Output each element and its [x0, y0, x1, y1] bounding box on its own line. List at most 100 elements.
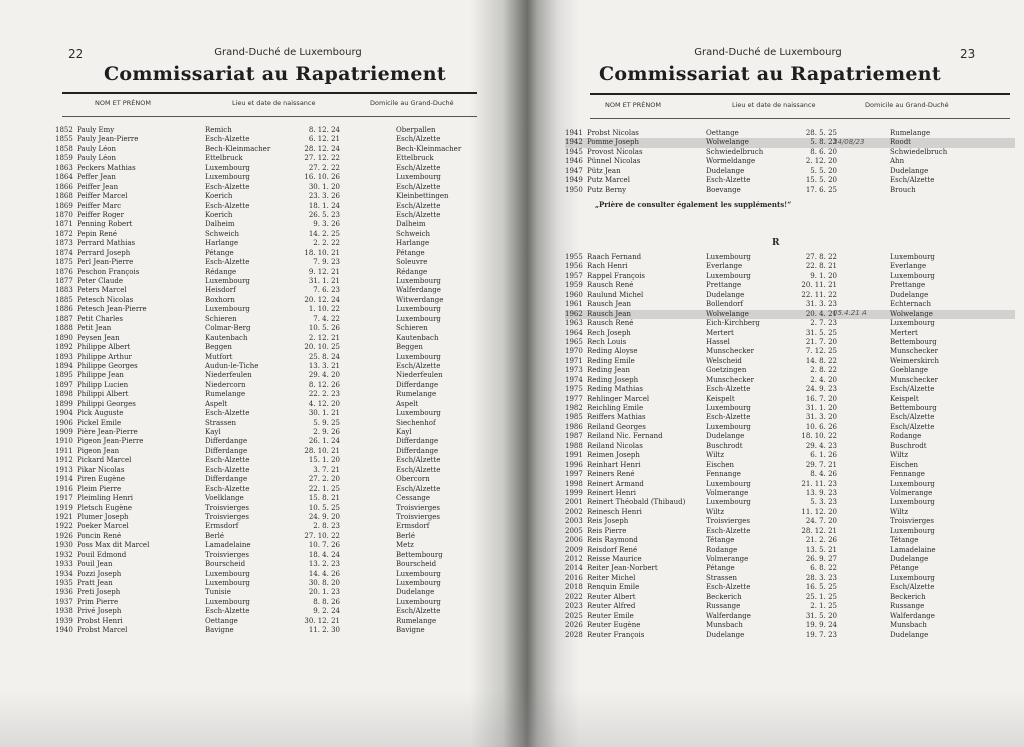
table-row: 1986 Reiland Georges Luxembourg 10. 6. 26 Es… — [565, 423, 1015, 432]
domicile: Beggen — [396, 343, 423, 352]
birth-date: 13. 5. 21 — [805, 545, 837, 554]
birth-place: Wiltz — [706, 507, 725, 516]
birth-date: 24. 9. 23 — [805, 385, 837, 394]
birth-date: 8. 6. 20 — [810, 147, 837, 156]
person-name: Philippi Albert — [77, 390, 129, 399]
table-row: 1869 Peiffer Marc Esch-Alzette 18. 1. 24 Esc… — [55, 202, 495, 211]
entry-number: 1890 — [55, 333, 73, 342]
domicile: Roodt — [890, 138, 911, 147]
domicile: Pétange — [396, 248, 425, 257]
table-row: 1947 Pütz Jean Dudelange 5. 5. 20 Dudelange — [565, 167, 1015, 176]
person-name: Pletsch Eugène — [77, 503, 133, 512]
table-row: 2012 Reisse Maurice Volmerange 26. 9. 27 Dud… — [565, 555, 1015, 564]
birth-place: Schweich — [205, 229, 240, 238]
table-row: 1937 Prim Pierre Luxembourg 8. 8. 26 Luxembo… — [55, 598, 495, 607]
birth-place: Aspelt — [205, 399, 228, 408]
entry-number: 1858 — [55, 144, 73, 153]
entry-number: 1885 — [55, 295, 73, 304]
domicile: Prettange — [890, 281, 926, 290]
table-row: 1858 Pauly Léon Bech-Kleinmacher 28. 12. 24… — [55, 145, 495, 154]
birth-date: 31. 5. 25 — [805, 328, 837, 337]
birth-date: 10. 6. 26 — [805, 422, 837, 431]
domicile: Troisvierges — [396, 503, 440, 512]
right-page: 23 Grand-Duché de Luxembourg Commissaria… — [540, 0, 1024, 747]
entry-number: 1941 — [565, 129, 583, 137]
table-row: 1876 Peschon François Rédange 9. 12. 21 Réda… — [55, 268, 495, 277]
person-name: Reiter Jean-Norbert — [587, 564, 658, 573]
domicile: Russange — [890, 602, 925, 611]
birth-place: Koerich — [205, 210, 233, 219]
domicile: Schieren — [396, 324, 428, 333]
birth-date: 20. 4. 21 — [805, 309, 837, 318]
table-row: 1899 Philippi Georges Aspelt 4. 12. 20 Aspel… — [55, 400, 495, 409]
birth-date: 27. 2. 22 — [308, 163, 340, 172]
birth-date: 2. 9. 26 — [313, 428, 340, 436]
birth-date: 14. 4. 26 — [308, 569, 340, 578]
section-letter: R — [772, 238, 780, 248]
entry-number: 1864 — [55, 173, 73, 182]
birth-place: Esch-Alzette — [205, 607, 250, 616]
table-row: 1888 Petit Jean Colmar-Berg 10. 5. 26 Schier… — [55, 324, 495, 333]
entry-number: 1913 — [55, 465, 73, 474]
table-row: 1963 Rausch René Eich-Kirchberg 2. 7. 23 Lux… — [565, 319, 1015, 328]
birth-date: 22. 1. 25 — [308, 484, 340, 493]
entry-number: 1962 — [565, 309, 583, 318]
domicile: Kayl — [396, 428, 412, 436]
person-name: Peiffer Roger — [77, 210, 124, 219]
domicile: Luxembourg — [890, 319, 935, 328]
table-row: 1852 Pauly Emy Remich 8. 12. 24 Oberpallen — [55, 126, 495, 135]
birth-date: 20. 1. 23 — [308, 588, 340, 597]
entry-number: 1914 — [55, 475, 73, 484]
column-header-domicile: Domicile au Grand-Duché — [370, 99, 454, 107]
domicile: Schwiedelbruch — [890, 147, 948, 156]
table-row: 1922 Poeker Marcel Ermsdorf 2. 8. 23 Ermsdor… — [55, 522, 495, 531]
birth-place: Esch-Alzette — [205, 135, 250, 144]
entry-number: 1877 — [55, 277, 73, 285]
domicile: Troisvierges — [396, 512, 440, 521]
domicile: Esch/Alzette — [890, 385, 935, 394]
domicile: Keispelt — [890, 394, 919, 403]
entry-number: 2018 — [565, 583, 583, 592]
domicile: Wiltz — [890, 451, 909, 460]
birth-place: Esch-Alzette — [706, 526, 751, 535]
person-name: Reding Mathias — [587, 385, 644, 394]
entry-number: 1936 — [55, 588, 73, 597]
table-row: 1975 Reding Mathias Esch-Alzette 24. 9. 23 E… — [565, 385, 1015, 394]
table-row: 1932 Pouil Edmond Troisvierges 18. 4. 24 Bet… — [55, 551, 495, 560]
table-row: 1949 Putz Marcel Esch-Alzette 15. 5. 20 Esch… — [565, 176, 1015, 185]
birth-date: 29. 7. 21 — [805, 460, 837, 469]
birth-date: 15. 5. 20 — [805, 176, 837, 185]
domicile: Echternach — [890, 300, 931, 309]
table-row: 2002 Reinesch Henri Wiltz 11. 12. 20 Wiltz — [565, 508, 1015, 517]
birth-place: Russange — [706, 602, 741, 611]
person-name: Probst Marcel — [77, 626, 128, 635]
birth-place: Luxembourg — [706, 479, 751, 488]
birth-place: Lamadelaine — [205, 541, 251, 550]
domicile: Eischen — [890, 460, 919, 469]
person-name: Reinert Henri — [587, 488, 637, 497]
entry-number: 2025 — [565, 611, 583, 620]
table-row: 2025 Reuter Emile Walferdange 31. 5. 20 Walf… — [565, 612, 1015, 621]
birth-date: 1. 10. 22 — [308, 305, 340, 314]
entry-number: 1942 — [565, 138, 583, 147]
domicile: Esch/Alzette — [890, 176, 935, 185]
domicile: Esch/Alzette — [890, 413, 935, 422]
table-row: 1914 Piren Eugène Differdange 27. 2. 20 Ober… — [55, 475, 495, 484]
entry-number: 1945 — [565, 147, 583, 156]
page-number: 22 — [68, 47, 84, 61]
birth-place: Differdange — [205, 446, 248, 455]
person-name: Pütz Jean — [587, 166, 621, 175]
birth-date: 27. 10. 22 — [304, 531, 340, 540]
header-bottom-rule — [590, 118, 1010, 119]
person-name: Plumer Joseph — [77, 512, 129, 521]
birth-place: Esch-Alzette — [706, 413, 751, 422]
table-row: 1863 Peckers Mathias Luxembourg 27. 2. 22 Es… — [55, 164, 495, 173]
domicile: Esch/Alzette — [396, 201, 441, 210]
birth-date: 16. 10. 26 — [304, 173, 340, 182]
domicile: Aspelt — [396, 399, 419, 408]
birth-place: Oettange — [205, 616, 238, 625]
entry-number: 1957 — [565, 271, 583, 280]
table-row: 1912 Pickard Marcel Esch-Alzette 15. 1. 20 E… — [55, 456, 495, 465]
person-name: Reinesch Henri — [587, 507, 642, 516]
person-name: Pauly Léon — [77, 144, 117, 153]
